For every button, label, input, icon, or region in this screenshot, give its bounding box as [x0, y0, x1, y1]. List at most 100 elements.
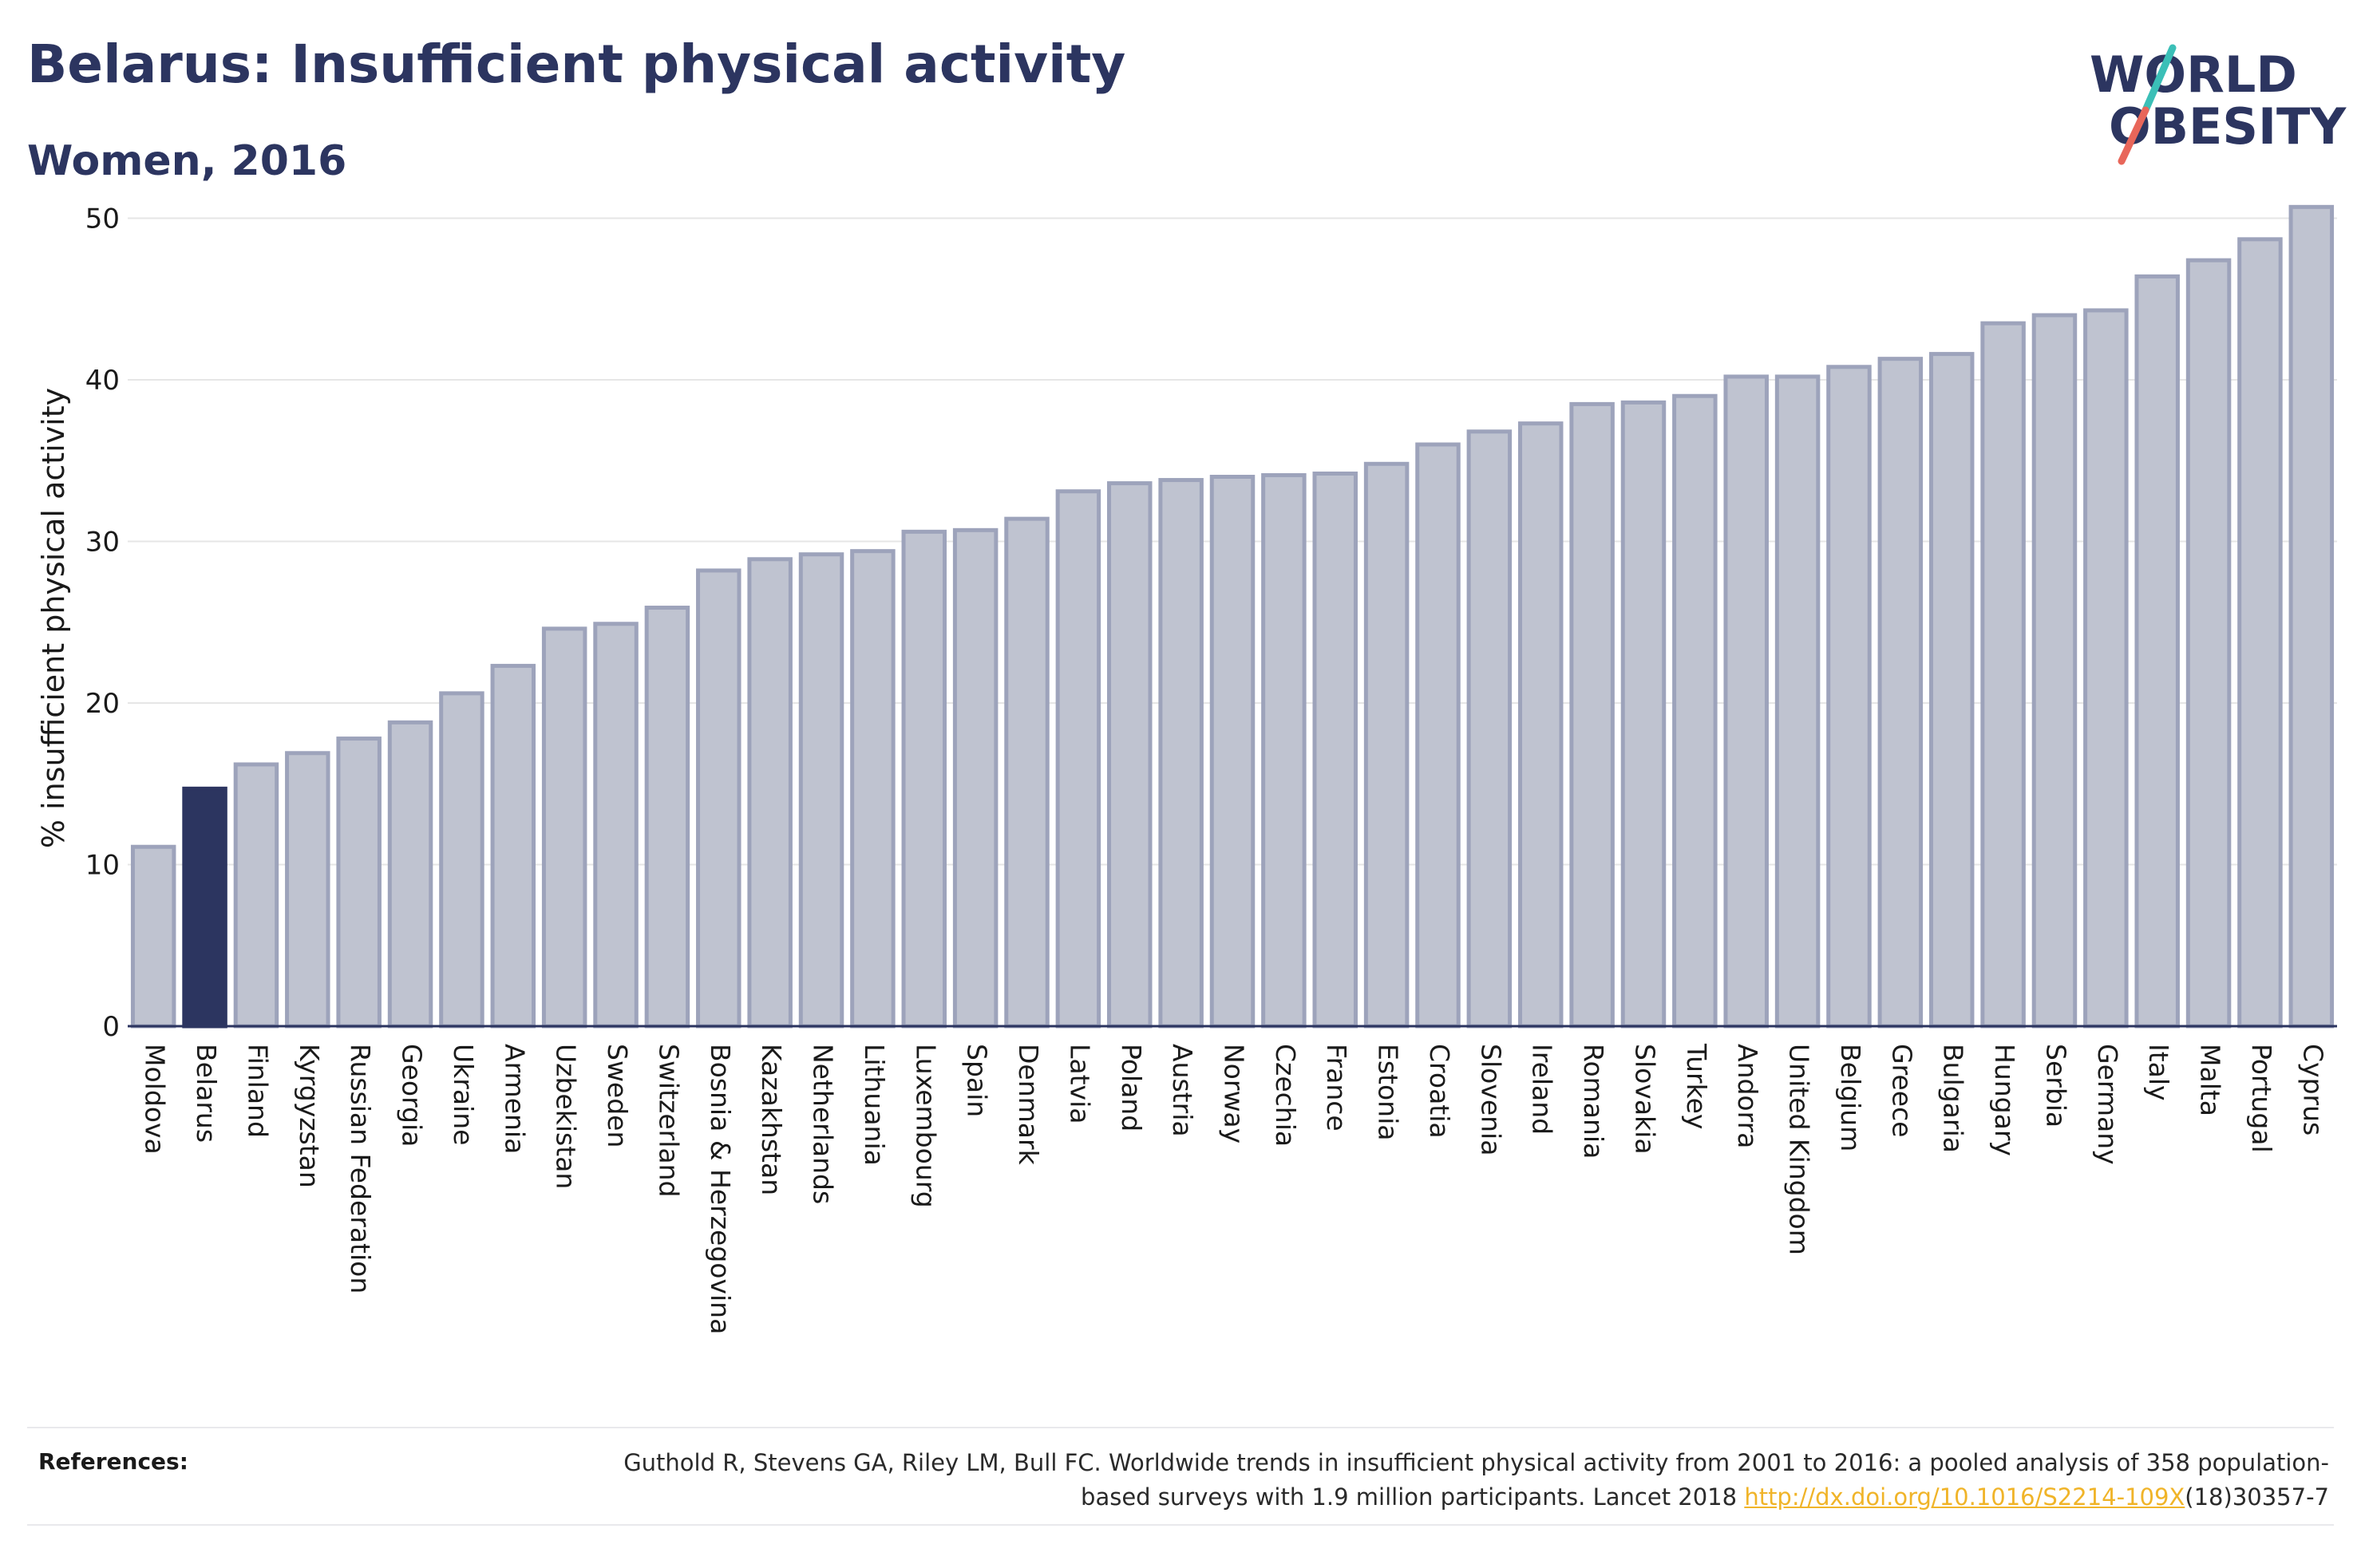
x-tick-label: Hungary — [1989, 1044, 2020, 1156]
y-axis-title: % insufficient physical activity — [36, 388, 71, 848]
bar — [2031, 313, 2078, 1029]
logo-slash-bottom — [2118, 106, 2149, 165]
x-tick-label: Portugal — [2246, 1044, 2277, 1153]
x-tick-label: Slovenia — [1475, 1044, 1506, 1155]
bar — [439, 691, 484, 1029]
y-tick-label: 40 — [85, 365, 120, 397]
bar — [1261, 472, 1307, 1029]
x-tick-label: Bulgaria — [1938, 1044, 1969, 1153]
x-tick-label: Switzerland — [653, 1044, 684, 1198]
bar — [541, 626, 587, 1029]
x-tick-label: Germany — [2092, 1044, 2123, 1165]
bar — [1055, 489, 1101, 1029]
bar — [1980, 321, 2026, 1029]
x-tick-label: Italy — [2143, 1044, 2174, 1101]
bar — [1928, 352, 1975, 1029]
references-citation-end: (18)30357-7 — [2185, 1483, 2329, 1511]
bar — [1004, 516, 1050, 1029]
bar — [593, 622, 639, 1029]
bar — [850, 549, 896, 1029]
bar — [1517, 421, 1564, 1029]
references-text: Guthold R, Stevens GA, Riley LM, Bull FC… — [573, 1446, 2329, 1515]
logo-line-1: WORLD — [2090, 45, 2297, 104]
bar — [387, 720, 433, 1029]
x-tick-label: Spain — [962, 1044, 993, 1117]
references-label: References: — [38, 1448, 188, 1475]
x-tick-label: Austria — [1167, 1044, 1198, 1137]
bar — [644, 606, 690, 1029]
references-top-divider — [27, 1427, 2334, 1428]
x-tick-label: Sweden — [602, 1044, 633, 1147]
x-tick-label: Norway — [1219, 1044, 1250, 1143]
references-doi-link[interactable]: http://dx.doi.org/10.1016/S2214-109X — [1744, 1483, 2185, 1511]
bar — [798, 552, 844, 1029]
x-tick-label: Lithuania — [859, 1044, 890, 1166]
x-tick-label: Kyrgyzstan — [294, 1044, 325, 1188]
bar — [490, 663, 536, 1029]
x-tick-label: France — [1321, 1044, 1352, 1132]
bar — [2288, 204, 2335, 1029]
x-tick-label: Belarus — [191, 1044, 222, 1143]
bar — [2185, 258, 2232, 1029]
bar — [233, 762, 279, 1029]
x-tick-label: Ireland — [1527, 1044, 1558, 1135]
bar-chart: 0 10 20 30 40 50 % insufficient physical activ… — [36, 203, 2337, 1334]
bar — [1107, 481, 1153, 1029]
bar — [1466, 429, 1513, 1029]
bar — [952, 527, 999, 1029]
x-tick-label: Netherlands — [808, 1044, 839, 1204]
x-tick-label: Croatia — [1424, 1044, 1455, 1139]
x-tick-label: Russian Federation — [345, 1044, 376, 1294]
x-tick-label: Armenia — [499, 1044, 530, 1154]
y-tick-label: 10 — [85, 850, 120, 882]
x-tick-label: Moldova — [140, 1044, 171, 1155]
x-tick-label: Ukraine — [448, 1044, 479, 1145]
bar — [2134, 274, 2180, 1029]
logo-slash-top — [2142, 44, 2177, 114]
y-tick-label: 30 — [85, 527, 120, 559]
x-tick-label: Denmark — [1013, 1044, 1044, 1166]
bar — [1209, 475, 1256, 1029]
y-tick-label: 20 — [85, 688, 120, 720]
x-tick-label: Bosnia & Herzegovina — [705, 1044, 736, 1334]
x-tick-label: Kazakhstan — [756, 1044, 787, 1195]
bar — [130, 844, 176, 1029]
bar — [1415, 442, 1461, 1029]
x-tick-label: Georgia — [397, 1044, 428, 1147]
bar — [1877, 357, 1924, 1029]
y-tick-label: 50 — [85, 203, 120, 235]
x-tick-label: Luxembourg — [910, 1044, 941, 1208]
bar — [747, 557, 793, 1029]
bar — [1826, 365, 1872, 1029]
y-tick-label: 0 — [102, 1011, 120, 1043]
world-obesity-logo: WORLD OBESITY — [2090, 44, 2347, 165]
x-tick-label: Greece — [1886, 1044, 1917, 1137]
x-tick-label: Romania — [1578, 1044, 1609, 1159]
x-tick-label: Slovakia — [1629, 1044, 1660, 1155]
x-tick-label: United Kingdom — [1784, 1044, 1815, 1255]
x-tick-label: Andorra — [1732, 1044, 1763, 1148]
x-tick-label: Finland — [242, 1044, 273, 1138]
page-title: Belarus: Insufficient physical activity — [27, 34, 1126, 95]
references-citation: Guthold R, Stevens GA, Riley LM, Bull FC… — [623, 1449, 2329, 1511]
bar — [1158, 478, 1204, 1029]
x-tick-label: Cyprus — [2297, 1044, 2328, 1136]
bar — [2237, 237, 2283, 1029]
bar — [285, 751, 330, 1029]
bar — [1620, 400, 1667, 1029]
bar — [1672, 393, 1718, 1029]
bar — [2083, 308, 2129, 1029]
x-tick-label: Latvia — [1064, 1044, 1095, 1124]
bar — [1569, 401, 1615, 1029]
x-tick-label: Serbia — [2040, 1044, 2071, 1128]
x-tick-label: Belgium — [1835, 1044, 1866, 1151]
x-tick-label: Czechia — [1270, 1044, 1301, 1147]
bar — [1312, 471, 1358, 1029]
x-tick-label: Turkey — [1681, 1043, 1712, 1129]
references-bottom-divider — [27, 1524, 2334, 1526]
bar — [1774, 374, 1821, 1029]
x-tick-label: Poland — [1116, 1044, 1147, 1132]
page-subtitle: Women, 2016 — [27, 137, 347, 185]
bar — [1723, 374, 1769, 1029]
bar — [696, 568, 742, 1029]
